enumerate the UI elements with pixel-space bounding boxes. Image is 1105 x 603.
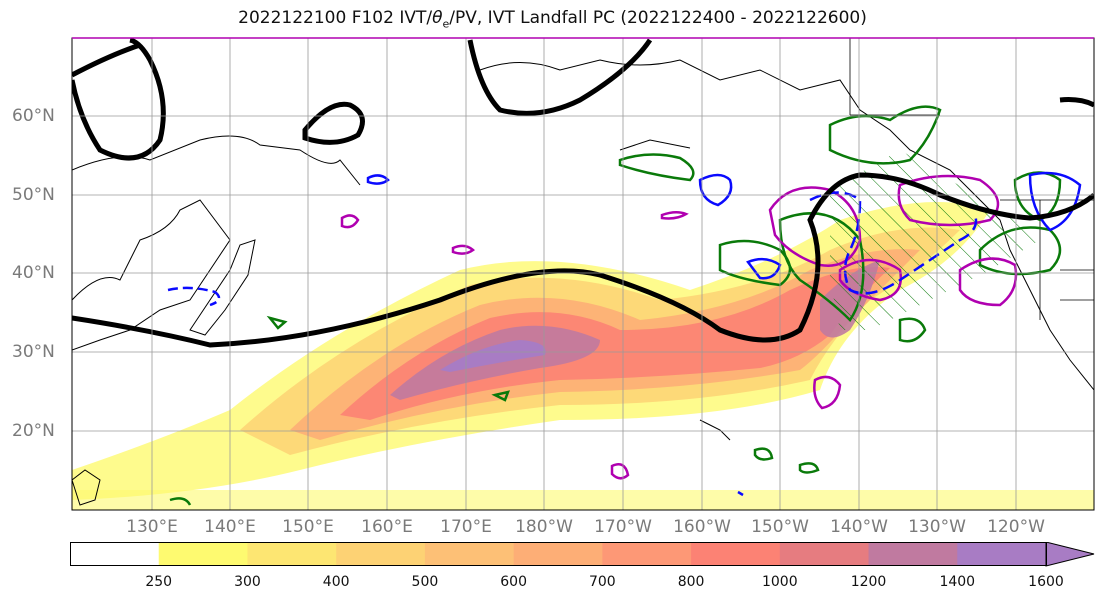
colorbar-segment bbox=[957, 542, 1047, 566]
lon-label-160w: 160°W bbox=[673, 517, 731, 537]
figure-title: 2022122100 F102 IVT/θe/PV, IVT Landfall … bbox=[238, 8, 867, 31]
lat-label-20n: 20°N bbox=[12, 421, 55, 441]
colorbar-segment bbox=[602, 542, 692, 566]
lon-label-140w: 140°W bbox=[830, 517, 888, 537]
lon-label-120w: 120°W bbox=[987, 517, 1045, 537]
colorbar-tick-label: 700 bbox=[588, 574, 616, 590]
lon-label-170e: 170°E bbox=[440, 517, 492, 537]
colorbar-extend-arrow bbox=[1045, 542, 1095, 567]
colorbar-segment bbox=[424, 542, 515, 566]
colorbar-segment bbox=[158, 542, 248, 566]
colorbar-segment bbox=[868, 542, 958, 566]
lon-label-130w: 130°W bbox=[908, 517, 966, 537]
colorbar-segment bbox=[513, 542, 603, 566]
lon-label-140e: 140°E bbox=[204, 517, 256, 537]
colorbar-tick-label: 300 bbox=[234, 574, 261, 590]
lon-label-150e: 150°E bbox=[282, 517, 334, 537]
lon-label-130e: 130°E bbox=[126, 517, 178, 537]
lon-label-180w: 180°W bbox=[515, 517, 573, 537]
colorbar-tick-label: 800 bbox=[677, 574, 705, 590]
colorbar-tick-label: 1400 bbox=[939, 574, 976, 590]
colorbar-tick-label: 250 bbox=[145, 574, 173, 590]
ivt-shading bbox=[72, 202, 1094, 510]
colorbar-tick-label: 1600 bbox=[1028, 574, 1064, 590]
green-contours bbox=[169, 105, 1062, 506]
colorbar-tick-label: 500 bbox=[411, 574, 439, 590]
lon-label-150w: 150°W bbox=[751, 517, 809, 537]
lat-label-40n: 40°N bbox=[12, 263, 55, 283]
colorbar-segment bbox=[691, 542, 781, 566]
colorbar-tick-label: 1200 bbox=[850, 574, 887, 590]
colorbar-tick-label: 600 bbox=[500, 574, 527, 590]
colorbar-frame bbox=[70, 542, 1047, 566]
lat-label-50n: 50°N bbox=[12, 185, 55, 205]
colorbar-segment bbox=[70, 542, 160, 566]
graticule bbox=[72, 38, 1094, 510]
colorbar-segment bbox=[336, 542, 426, 566]
ivt-colorbar bbox=[70, 542, 1095, 567]
colorbar-tick-label: 1000 bbox=[761, 574, 798, 590]
colorbar-segment bbox=[247, 542, 337, 566]
colorbar-segment bbox=[779, 542, 870, 566]
pv-contours bbox=[340, 174, 1018, 480]
colorbar-tick-label: 400 bbox=[322, 574, 350, 590]
lon-label-170w: 170°W bbox=[594, 517, 652, 537]
lon-label-160e: 160°E bbox=[361, 517, 413, 537]
lat-label-60n: 60°N bbox=[12, 106, 55, 126]
lat-label-30n: 30°N bbox=[12, 342, 55, 362]
